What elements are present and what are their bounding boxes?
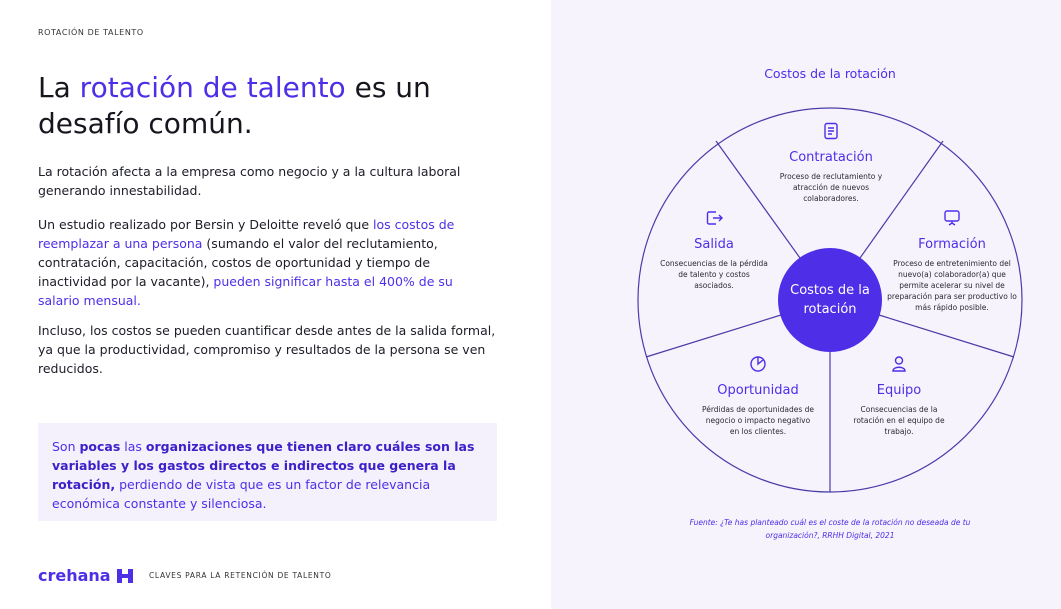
presentation-icon [944, 210, 960, 226]
title-accent: rotación de talento [79, 71, 346, 104]
segment-salida: Salida Consecuencias de la pérdida de ta… [658, 209, 770, 291]
source-citation: Fuente: ¿Te has planteado cuál es el cos… [689, 518, 971, 540]
segment-title: Formación [918, 237, 986, 252]
segment-desc: Proceso de entretenimiento del nuevo(a) … [887, 259, 1017, 312]
divider-line [715, 140, 801, 259]
footer-text: CLAVES PARA LA RETENCIÓN DE TALENTO [149, 571, 332, 580]
paragraph-1: La rotación afecta a la empresa como neg… [38, 164, 461, 198]
divider-line [645, 314, 782, 358]
segment-contratacion: Contratación Proceso de reclutamiento y … [771, 122, 891, 204]
callout-text: perdiendo de vista que es un factor de r… [52, 477, 431, 511]
divider-line [878, 314, 1015, 358]
segment-desc: Consecuencias de la pérdida de talento y… [660, 259, 768, 290]
crehana-logo: crehana [38, 566, 133, 585]
segment-title: Contratación [789, 150, 873, 165]
segment-desc: Pérdidas de oportunidades de negocio o i… [701, 405, 815, 436]
logo-mark-icon [116, 568, 133, 583]
divider-line [859, 140, 944, 259]
segment-title: Oportunidad [717, 383, 799, 398]
title-post: es un desafío común. [38, 71, 431, 140]
callout-box: Son pocas las organizaciones que tienen … [38, 423, 497, 521]
paragraph-3: Incluso, los costos se pueden cuantifica… [38, 323, 496, 376]
callout-bold: pocas [79, 439, 121, 454]
paragraph-2: Un estudio realizado por Bersin y Deloit… [38, 215, 498, 310]
segment-equipo: Equipo Consecuencias de la rotación en e… [847, 355, 951, 437]
title-pre: La [38, 71, 80, 104]
segment-desc: Consecuencias de la rotación en el equip… [853, 405, 945, 436]
p2-highlight: los costos de reemplazar a una persona [38, 217, 455, 251]
logo-text: crehana [38, 566, 111, 585]
center-circle: Costos de la rotación [778, 248, 882, 352]
callout-bold: organizaciones que tienen claro cuáles s… [52, 439, 475, 492]
segment-desc: Proceso de reclutamiento y atracción de … [779, 172, 883, 203]
pie-chart-icon [750, 356, 766, 372]
p2-text: (sumando el valor del reclutamiento, con… [38, 236, 438, 289]
callout-text: Son [52, 439, 80, 454]
p2-highlight: pueden significar hasta el 400% de su sa… [38, 274, 453, 308]
page-title: La rotación de talento es un desafío com… [38, 70, 508, 142]
user-icon [892, 356, 906, 372]
segment-title: Salida [694, 237, 734, 252]
callout-text: las [120, 439, 146, 454]
diagram-title: Costos de la rotación [764, 66, 896, 81]
document-icon [824, 122, 838, 140]
segment-oportunidad: Oportunidad Pérdidas de oportunidades de… [700, 355, 816, 437]
segment-title: Equipo [876, 383, 922, 398]
segment-formacion: Formación Proceso de entretenimiento del… [885, 209, 1019, 313]
exit-icon [706, 211, 723, 225]
section-kicker: ROTACIÓN DE TALENTO [38, 28, 144, 37]
p2-text: Un estudio realizado por Bersin y Deloit… [38, 217, 374, 232]
